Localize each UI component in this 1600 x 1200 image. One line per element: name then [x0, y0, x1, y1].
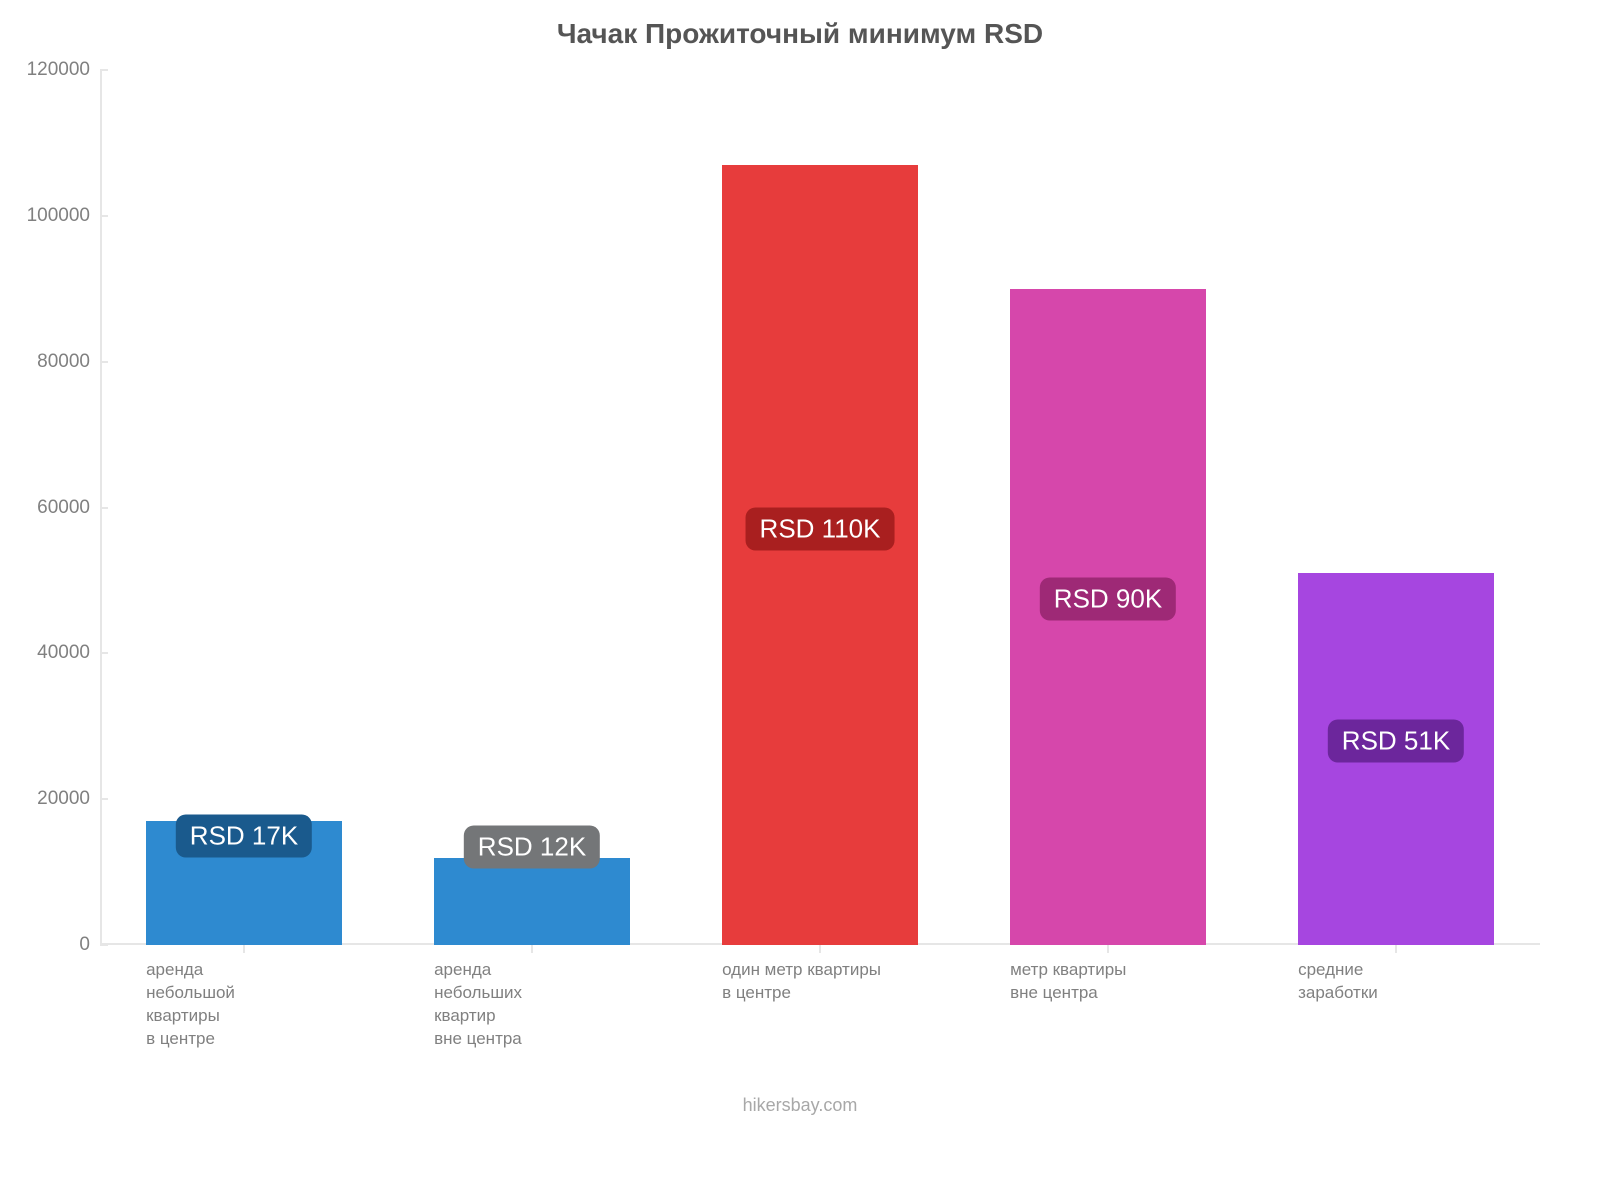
plot-area: 020000400006000080000100000120000RSD 17K…	[100, 70, 1540, 945]
x-category-label: метр квартиры вне центра	[1010, 945, 1206, 1005]
cost-of-living-chart: Чачак Прожиточный минимум RSD 0200004000…	[0, 0, 1600, 1200]
bar-value-label: RSD 110K	[746, 508, 895, 551]
bar-value-label: RSD 17K	[176, 814, 312, 857]
bar	[722, 165, 918, 945]
bar-value-label: RSD 12K	[464, 825, 600, 868]
bar-value-label: RSD 51K	[1328, 719, 1464, 762]
x-category-label: аренда небольших квартир вне центра	[434, 945, 630, 1051]
bar	[434, 858, 630, 946]
y-tick-label: 40000	[37, 642, 100, 664]
y-tick-label: 20000	[37, 788, 100, 810]
y-tick-label: 60000	[37, 497, 100, 519]
y-tick-label: 0	[79, 934, 100, 956]
x-category-label: один метр квартиры в центре	[722, 945, 918, 1005]
y-tick-label: 100000	[27, 205, 100, 227]
chart-title: Чачак Прожиточный минимум RSD	[0, 18, 1600, 50]
x-category-label: аренда небольшой квартиры в центре	[146, 945, 342, 1051]
x-category-label: средние заработки	[1298, 945, 1494, 1005]
y-tick-label: 120000	[27, 59, 100, 81]
bar-value-label: RSD 90K	[1040, 577, 1176, 620]
y-tick-label: 80000	[37, 351, 100, 373]
chart-footer: hikersbay.com	[0, 1095, 1600, 1116]
